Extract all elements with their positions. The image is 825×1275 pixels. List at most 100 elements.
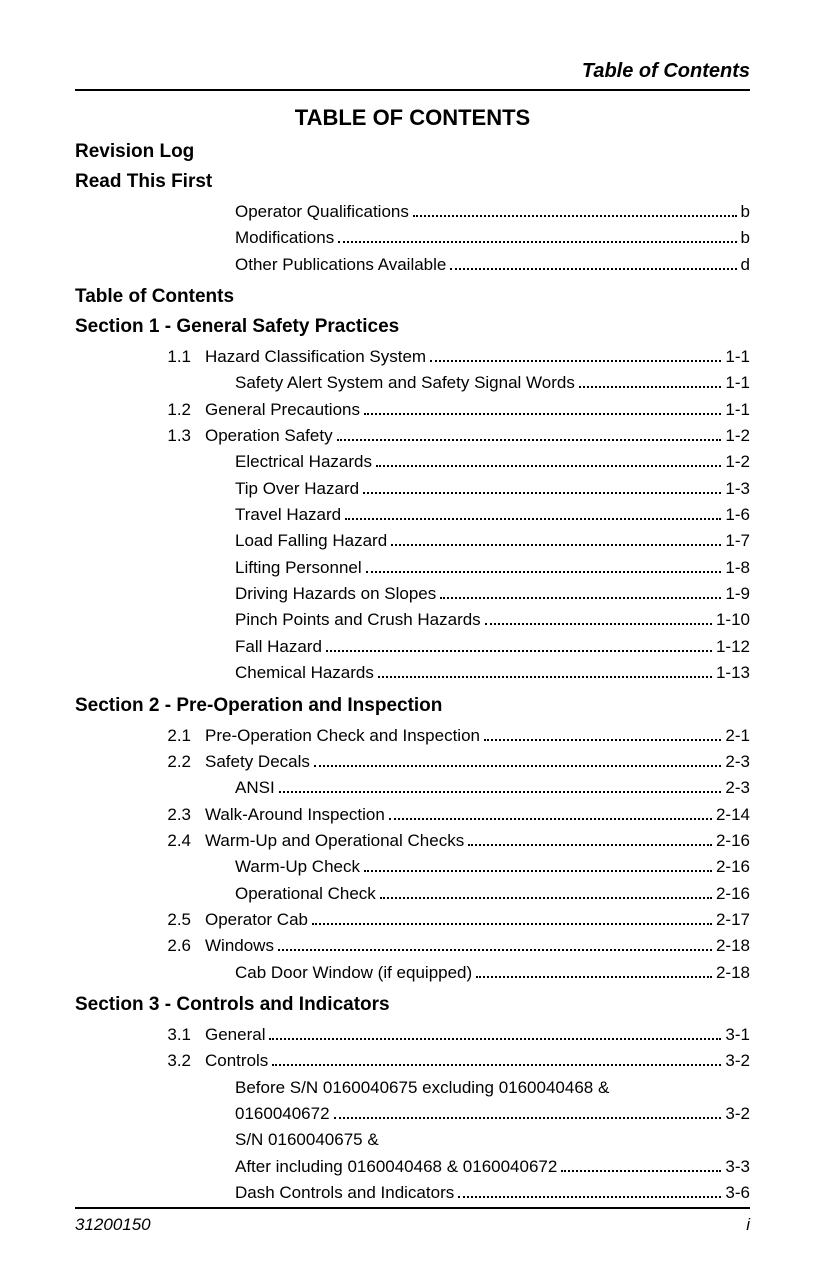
toc-leader-dots <box>278 949 712 951</box>
toc-number: 2.5 <box>75 907 205 933</box>
toc-entry: Chemical Hazards 1-13 <box>75 660 750 686</box>
main-title: TABLE OF CONTENTS <box>75 105 750 131</box>
toc-label: Warm-Up and Operational Checks <box>205 828 464 854</box>
toc-leader-dots <box>314 765 722 767</box>
toc-label: S/N 0160040675 & <box>235 1127 379 1153</box>
toc-leader-dots <box>345 518 721 520</box>
toc-entry: Cab Door Window (if equipped) 2-18 <box>75 960 750 986</box>
toc-number: 1.3 <box>75 423 205 449</box>
toc-label: Windows <box>205 933 274 959</box>
toc-number: 1.2 <box>75 397 205 423</box>
toc-page: 2-3 <box>725 775 750 801</box>
toc-page: 1-13 <box>716 660 750 686</box>
toc-label: Driving Hazards on Slopes <box>235 581 436 607</box>
toc-entry: Modifications b <box>75 225 750 251</box>
toc-entry: 2.1Pre-Operation Check and Inspection 2-1 <box>75 723 750 749</box>
toc-entry: Operator Qualifications b <box>75 199 750 225</box>
toc-label: Operation Safety <box>205 423 333 449</box>
toc-leader-dots <box>389 818 712 820</box>
toc-entry: 1.3Operation Safety 1-2 <box>75 423 750 449</box>
toc-leader-dots <box>430 360 721 362</box>
page-footer: 31200150 i <box>75 1207 750 1235</box>
toc-label: Pre-Operation Check and Inspection <box>205 723 480 749</box>
toc-number: 2.3 <box>75 802 205 828</box>
toc-number: 1.1 <box>75 344 205 370</box>
toc-page: 2-16 <box>716 881 750 907</box>
toc-leader-dots <box>364 870 712 872</box>
toc-label: Modifications <box>235 225 334 251</box>
toc-entry: 1.1Hazard Classification System 1-1 <box>75 344 750 370</box>
toc-page: 2-16 <box>716 854 750 880</box>
toc-page: 1-10 <box>716 607 750 633</box>
heading-toc: Table of Contents <box>75 286 750 308</box>
toc-page: 1-2 <box>725 449 750 475</box>
toc-page: 3-6 <box>725 1180 750 1206</box>
toc-leader-dots <box>561 1170 721 1172</box>
toc-page: 3-2 <box>725 1048 750 1074</box>
toc-label: Cab Door Window (if equipped) <box>235 960 472 986</box>
toc-page: 1-2 <box>725 423 750 449</box>
toc-page: 1-6 <box>725 502 750 528</box>
toc-entry: 2.4Warm-Up and Operational Checks2-16 <box>75 828 750 854</box>
toc-entry: 3.1General3-1 <box>75 1022 750 1048</box>
toc-label: ANSI <box>235 775 275 801</box>
toc-entry: S/N 0160040675 & <box>75 1127 750 1153</box>
toc-label: Controls <box>205 1048 268 1074</box>
toc-label: Chemical Hazards <box>235 660 374 686</box>
toc-page: 1-1 <box>725 344 750 370</box>
section-1-list: 1.1Hazard Classification System 1-1Safety… <box>75 344 750 686</box>
toc-page: 1-9 <box>725 581 750 607</box>
toc-entry: Fall Hazard 1-12 <box>75 634 750 660</box>
toc-label: Travel Hazard <box>235 502 341 528</box>
toc-label: Hazard Classification System <box>205 344 426 370</box>
toc-label: Fall Hazard <box>235 634 322 660</box>
toc-page: 1-3 <box>725 476 750 502</box>
toc-leader-dots <box>334 1117 722 1119</box>
read-this-first-list: Operator QualificationsbModificationsbOt… <box>75 199 750 278</box>
toc-page: 1-7 <box>725 528 750 554</box>
toc-label: Before S/N 0160040675 excluding 01600404… <box>235 1075 609 1101</box>
toc-leader-dots <box>485 623 712 625</box>
toc-page: 1-12 <box>716 634 750 660</box>
toc-leader-dots <box>391 544 721 546</box>
toc-entry: Safety Alert System and Safety Signal Wo… <box>75 370 750 396</box>
toc-leader-dots <box>337 439 722 441</box>
toc-leader-dots <box>326 650 712 652</box>
toc-leader-dots <box>378 676 712 678</box>
toc-leader-dots <box>440 597 721 599</box>
toc-page: 2-3 <box>725 749 750 775</box>
toc-label: Pinch Points and Crush Hazards <box>235 607 481 633</box>
toc-leader-dots <box>380 897 712 899</box>
footer-doc-number: 31200150 <box>75 1215 151 1235</box>
toc-page: 2-18 <box>716 933 750 959</box>
toc-entry: Electrical Hazards1-2 <box>75 449 750 475</box>
toc-label: Operator Qualifications <box>235 199 409 225</box>
toc-page: 2-18 <box>716 960 750 986</box>
toc-entry: Other Publications Available d <box>75 252 750 278</box>
toc-label: Other Publications Available <box>235 252 446 278</box>
toc-page: b <box>741 199 750 225</box>
toc-leader-dots <box>312 923 712 925</box>
toc-leader-dots <box>279 791 722 793</box>
toc-entry: 2.6Windows2-18 <box>75 933 750 959</box>
toc-page: 1-1 <box>725 397 750 423</box>
toc-leader-dots <box>468 844 712 846</box>
toc-leader-dots <box>272 1064 721 1066</box>
toc-entry: 01600406723-2 <box>75 1101 750 1127</box>
toc-leader-dots <box>413 215 737 217</box>
toc-label: After including 0160040468 & 0160040672 <box>235 1154 557 1180</box>
toc-page: 3-2 <box>725 1101 750 1127</box>
header-title: Table of Contents <box>75 60 750 91</box>
toc-leader-dots <box>338 241 736 243</box>
toc-number: 2.1 <box>75 723 205 749</box>
toc-label: Operator Cab <box>205 907 308 933</box>
toc-entry: Before S/N 0160040675 excluding 01600404… <box>75 1075 750 1101</box>
toc-page: 2-1 <box>725 723 750 749</box>
toc-leader-dots <box>450 268 736 270</box>
toc-page: b <box>741 225 750 251</box>
toc-page: d <box>741 252 750 278</box>
toc-entry: After including 0160040468 & 01600406723… <box>75 1154 750 1180</box>
heading-section-1: Section 1 - General Safety Practices <box>75 316 750 338</box>
toc-page: 2-16 <box>716 828 750 854</box>
toc-leader-dots <box>364 413 721 415</box>
